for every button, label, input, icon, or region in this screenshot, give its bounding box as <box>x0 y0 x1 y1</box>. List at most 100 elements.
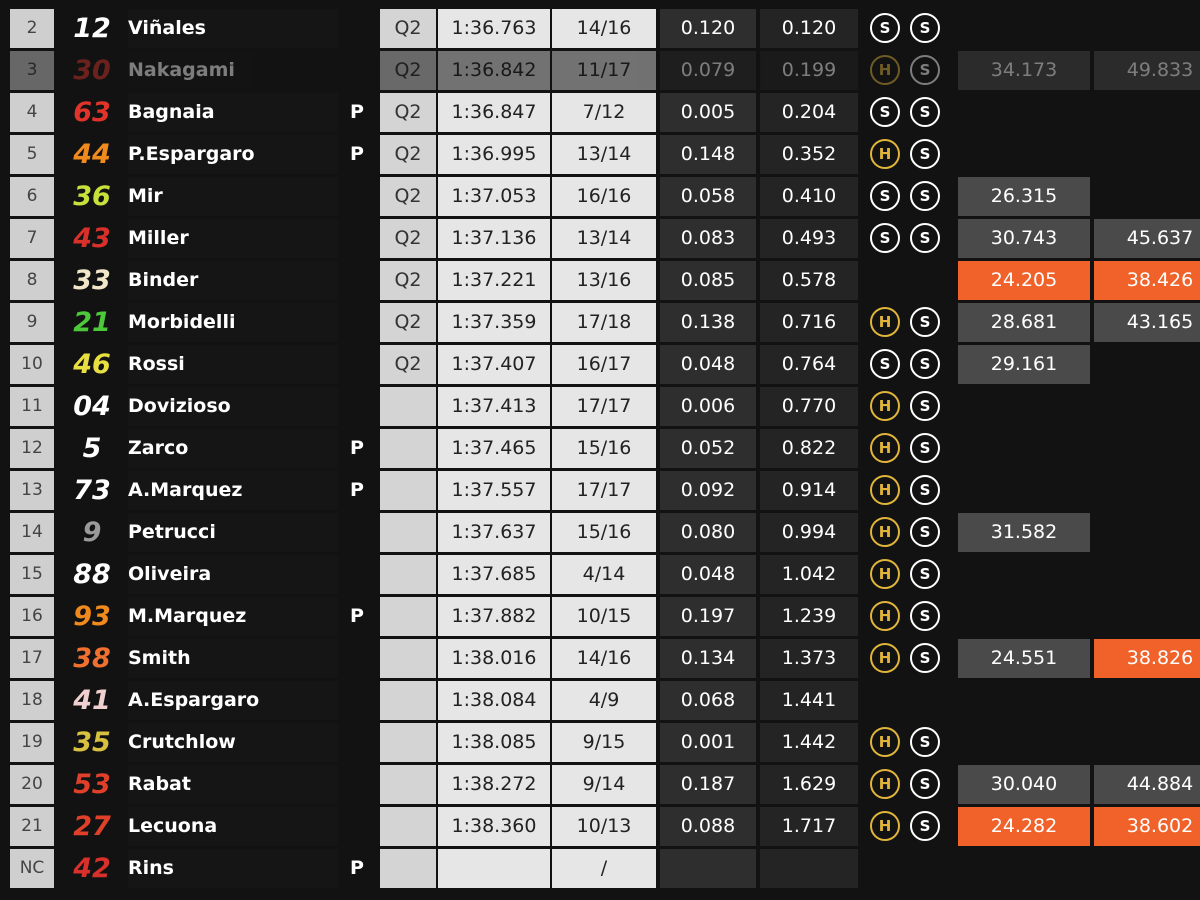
session <box>380 429 436 468</box>
position: 18 <box>10 681 54 720</box>
session <box>380 555 436 594</box>
laps: 9/15 <box>552 723 656 762</box>
timing-row: 15 88 Oliveira 1:37.685 4/14 0.048 1.042 H S <box>0 554 1200 595</box>
lap-time: 1:38.016 <box>438 639 550 678</box>
position: 7 <box>10 219 54 258</box>
laps: 14/16 <box>552 9 656 48</box>
diff: 1.042 <box>760 555 858 594</box>
lap-time: 1:38.084 <box>438 681 550 720</box>
diff: 0.578 <box>760 261 858 300</box>
rider-name: Viñales <box>128 9 338 48</box>
tyre: S <box>910 13 940 43</box>
diff: 0.764 <box>760 345 858 384</box>
session: Q2 <box>380 9 436 48</box>
lap-time: 1:37.053 <box>438 177 550 216</box>
diff: 0.352 <box>760 135 858 174</box>
position: 20 <box>10 765 54 804</box>
timing-row: 4 63 Bagnaia P Q2 1:36.847 7/12 0.005 0.204 S S <box>0 92 1200 133</box>
position: 12 <box>10 429 54 468</box>
sector-time: 24.205 <box>958 261 1090 300</box>
lap-time <box>438 849 550 888</box>
timing-row: 17 38 Smith 1:38.016 14/16 0.134 1.373 H S 24.551… <box>0 638 1200 679</box>
timing-row: 21 27 Lecuona 1:38.360 10/13 0.088 1.717 H S 24.2… <box>0 806 1200 847</box>
rider-name: Mir <box>128 177 338 216</box>
sector-time: 34.173 <box>958 51 1090 90</box>
diff: 0.199 <box>760 51 858 90</box>
tyre: H <box>870 643 900 673</box>
position: 15 <box>10 555 54 594</box>
rider-number: 42 <box>73 853 111 884</box>
laps: 15/16 <box>552 429 656 468</box>
gap: 0.005 <box>660 93 756 132</box>
session: Q2 <box>380 51 436 90</box>
laps: 10/15 <box>552 597 656 636</box>
rider-name: P.Espargaro <box>128 135 338 174</box>
gap: 0.197 <box>660 597 756 636</box>
lap-time: 1:36.995 <box>438 135 550 174</box>
tyre: H <box>870 601 900 631</box>
diff: 1.239 <box>760 597 858 636</box>
diff <box>760 849 858 888</box>
session: Q2 <box>380 303 436 342</box>
timing-row: 6 36 Mir Q2 1:37.053 16/16 0.058 0.410 S S 26.315 <box>0 176 1200 217</box>
diff: 0.914 <box>760 471 858 510</box>
gap: 0.052 <box>660 429 756 468</box>
session <box>380 765 436 804</box>
position: NC <box>10 849 54 888</box>
sector-time: 38.426 <box>1094 261 1200 300</box>
sector-time: 29.161 <box>958 345 1090 384</box>
laps: 9/14 <box>552 765 656 804</box>
rider-name: Rossi <box>128 345 338 384</box>
tyre: S <box>910 139 940 169</box>
session <box>380 681 436 720</box>
session: Q2 <box>380 177 436 216</box>
lap-time: 1:37.359 <box>438 303 550 342</box>
laps: 17/18 <box>552 303 656 342</box>
pit-flag: P <box>350 479 364 501</box>
timing-row: 7 43 Miller Q2 1:37.136 13/14 0.083 0.493 S S 30.7… <box>0 218 1200 259</box>
tyre: H <box>870 475 900 505</box>
tyre: H <box>870 391 900 421</box>
timing-row: NC 42 Rins P / <box>0 848 1200 889</box>
rider-number: 33 <box>73 265 111 296</box>
session: Q2 <box>380 261 436 300</box>
gap: 0.079 <box>660 51 756 90</box>
rider-name: Rabat <box>128 765 338 804</box>
gap: 0.085 <box>660 261 756 300</box>
diff: 0.120 <box>760 9 858 48</box>
tyre: S <box>910 769 940 799</box>
sector-time: 31.582 <box>958 513 1090 552</box>
session <box>380 513 436 552</box>
position: 13 <box>10 471 54 510</box>
rider-name: Crutchlow <box>128 723 338 762</box>
tyre: S <box>870 13 900 43</box>
rider-name: Smith <box>128 639 338 678</box>
timing-row: 2 12 Viñales Q2 1:36.763 14/16 0.120 0.120 S S <box>0 8 1200 49</box>
rider-number: 43 <box>73 223 111 254</box>
tyre: S <box>910 181 940 211</box>
gap: 0.001 <box>660 723 756 762</box>
tyre: S <box>910 811 940 841</box>
diff: 1.373 <box>760 639 858 678</box>
rider-name: Lecuona <box>128 807 338 846</box>
tyre: H <box>870 727 900 757</box>
rider-number: 36 <box>73 181 111 212</box>
rider-name: Zarco <box>128 429 338 468</box>
rider-name: Nakagami <box>128 51 338 90</box>
tyre: S <box>870 97 900 127</box>
session: Q2 <box>380 135 436 174</box>
rider-number: 44 <box>73 139 111 170</box>
gap: 0.092 <box>660 471 756 510</box>
tyre: H <box>870 433 900 463</box>
timing-row: 10 46 Rossi Q2 1:37.407 16/17 0.048 0.764 S S 29.1… <box>0 344 1200 385</box>
laps: 14/16 <box>552 639 656 678</box>
lap-time: 1:38.272 <box>438 765 550 804</box>
sector-time: 38.602 <box>1094 807 1200 846</box>
gap: 0.148 <box>660 135 756 174</box>
rider-number: 12 <box>73 13 111 44</box>
lap-time: 1:38.085 <box>438 723 550 762</box>
laps: 16/16 <box>552 177 656 216</box>
diff: 1.629 <box>760 765 858 804</box>
position: 10 <box>10 345 54 384</box>
